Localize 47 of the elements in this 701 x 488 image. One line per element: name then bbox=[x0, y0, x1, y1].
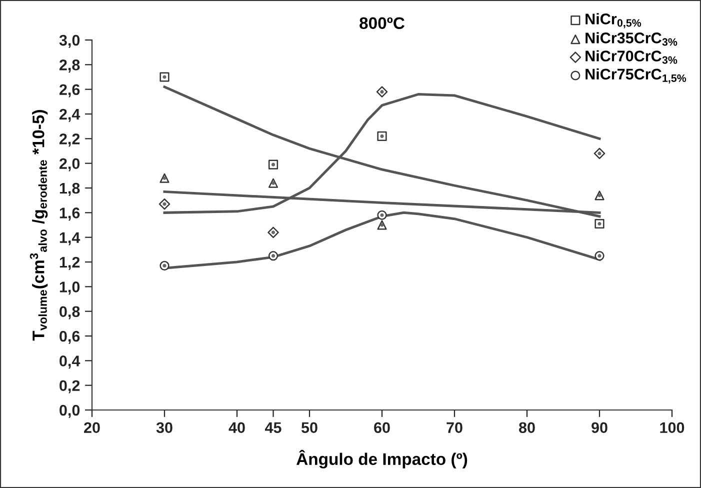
point bbox=[377, 131, 387, 141]
point bbox=[376, 86, 388, 98]
legend-label: NiCr35CrC$_{3%}$ bbox=[586, 32, 678, 46]
point bbox=[160, 72, 170, 82]
x-tick-label: 50 bbox=[301, 422, 318, 434]
y-tick-label: 3,0 bbox=[59, 34, 80, 48]
x-tick-label: 30 bbox=[156, 422, 172, 434]
x-tick-label: 20 bbox=[84, 422, 100, 434]
y-tick-label: 0,6 bbox=[60, 330, 80, 344]
point bbox=[377, 220, 387, 230]
y-tick-label: 2,2 bbox=[59, 134, 80, 147]
y-tick-label: 2,6 bbox=[59, 84, 80, 98]
x-tick-label: 100 bbox=[660, 422, 684, 434]
x-tick-label: 70 bbox=[446, 422, 462, 434]
x-tick-label: 40 bbox=[228, 422, 245, 434]
point bbox=[268, 178, 278, 188]
point bbox=[160, 260, 170, 270]
y-tick-label: 1,2 bbox=[60, 256, 80, 270]
y-tick-label: 0,2 bbox=[60, 380, 80, 394]
x-tick-label: 90 bbox=[592, 422, 608, 434]
y-tick-label: 2,0 bbox=[59, 158, 80, 172]
point bbox=[594, 251, 604, 261]
point bbox=[594, 148, 606, 160]
y-tick-label: 1,8 bbox=[60, 182, 80, 196]
x-axis-title: Ângulo de Impacto (º) bbox=[296, 450, 468, 468]
y-tick-label: 0,4 bbox=[60, 356, 80, 369]
legend-label: NiCr$_{0,5%}$ bbox=[586, 13, 642, 28]
point bbox=[594, 218, 604, 229]
y-axis-title: T$_{volume}$(cm$^{3}$$_{alvo}$ /g$_{erodente}$ *10-5) bbox=[30, 110, 48, 341]
y-tick-label: 0,0 bbox=[60, 404, 80, 418]
point bbox=[160, 173, 170, 183]
point bbox=[594, 190, 604, 200]
x-tick-label: 60 bbox=[374, 422, 390, 434]
legend-label: NiCr70CrC$_{3%}$ bbox=[586, 50, 678, 64]
y-tick-label: 0,8 bbox=[60, 306, 80, 320]
y-tick-label: 1,6 bbox=[60, 208, 80, 221]
point bbox=[268, 226, 279, 238]
y-tick-label: 1,0 bbox=[60, 282, 80, 295]
point bbox=[158, 198, 170, 210]
legend-label: NiCr75CrC$_{1,5%}$ bbox=[586, 68, 686, 84]
y-tick-label: 2,4 bbox=[59, 108, 80, 122]
x-tick-label: 45 bbox=[264, 422, 282, 434]
y-tick-label: 2,8 bbox=[59, 60, 80, 73]
y-tick-label: 1,4 bbox=[60, 232, 80, 246]
point bbox=[268, 160, 278, 170]
x-tick-label: 80 bbox=[518, 422, 535, 434]
chart-title: 800ºC bbox=[360, 17, 405, 30]
